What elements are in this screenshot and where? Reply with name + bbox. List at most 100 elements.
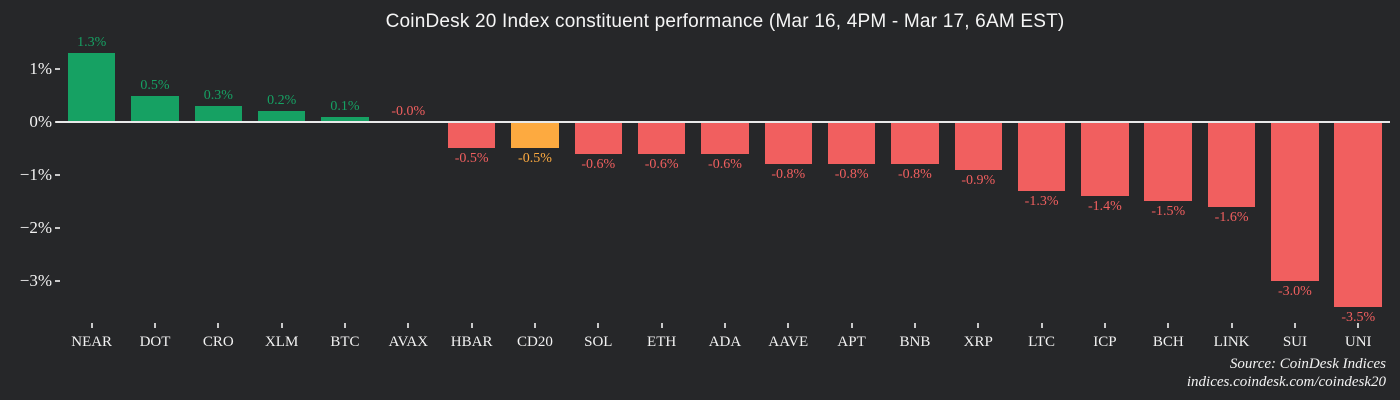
x-cell-apt: APT <box>820 323 883 351</box>
value-label-xlm: 0.2% <box>267 93 297 109</box>
value-label-aave: -0.8% <box>771 167 806 183</box>
x-tick-label-link: LINK <box>1213 334 1250 350</box>
x-cell-eth: ETH <box>630 323 693 351</box>
bar-slot-cd20: -0.5% <box>503 40 566 323</box>
y-tick-label: −1% <box>19 164 52 184</box>
plot-area: 1.3% 0.5% 0.3% 0.2% 0.1% -0.0% -0.5% -0.5% -0.6%… <box>56 35 1390 326</box>
x-cell-cro: CRO <box>187 323 250 351</box>
value-label-ada: -0.6% <box>708 156 742 172</box>
bar-slot-icp: -1.4% <box>1073 40 1136 323</box>
value-label-eth: -0.6% <box>644 156 679 172</box>
value-label-icp: -1.4% <box>1088 199 1122 215</box>
x-cell-ltc: LTC <box>1010 323 1073 351</box>
x-tick-mark <box>1167 323 1170 328</box>
bar-icp <box>1081 121 1129 197</box>
x-cell-link: LINK <box>1200 323 1263 351</box>
x-tick-mark <box>660 323 663 328</box>
value-label-apt: -0.8% <box>834 167 869 183</box>
bar-series: 1.3% 0.5% 0.3% 0.2% 0.1% -0.0% -0.5% -0.5% -0.6%… <box>60 35 1390 326</box>
x-tick-mark <box>913 323 916 328</box>
x-tick-mark <box>1293 323 1296 328</box>
y-tick-label: 1% <box>29 59 52 79</box>
bar-slot-bch: -1.5% <box>1137 40 1200 323</box>
bar-slot-eth: -0.6% <box>630 40 693 323</box>
bar-slot-sui: -3.0% <box>1263 40 1326 323</box>
x-tick-mark <box>1103 323 1106 328</box>
x-tick-mark <box>850 323 853 328</box>
x-cell-near: NEAR <box>60 323 123 351</box>
bar-slot-aave: -0.8% <box>757 40 820 323</box>
bar-slot-avax: -0.0% <box>377 40 440 323</box>
bar-slot-link: -1.6% <box>1200 40 1263 323</box>
x-cell-hbar: HBAR <box>440 323 503 351</box>
value-label-dot: 0.5% <box>140 77 170 93</box>
x-tick-label-cd20: CD20 <box>517 334 553 350</box>
value-label-avax: -0.0% <box>391 103 426 119</box>
bar-uni <box>1334 121 1382 308</box>
x-tick-label-hbar: HBAR <box>450 334 493 350</box>
x-cell-bnb: BNB <box>883 323 946 351</box>
x-tick-label-xrp: XRP <box>963 334 993 350</box>
bar-hbar <box>447 121 496 149</box>
y-tick-label: 0% <box>29 111 52 131</box>
bar-slot-btc: 0.1% <box>313 40 376 323</box>
bar-bnb <box>891 121 939 165</box>
bar-apt <box>827 121 876 165</box>
value-label-cro: 0.3% <box>203 88 233 104</box>
bar-xlm <box>257 111 306 122</box>
source-text: Source: CoinDesk Indices <box>1229 355 1386 372</box>
value-label-sol: -0.6% <box>581 156 616 172</box>
bar-aave <box>764 121 812 165</box>
bar-slot-xrp: -0.9% <box>947 40 1010 323</box>
x-tick-mark <box>153 323 156 328</box>
x-tick-mark <box>280 323 283 328</box>
bar-ada <box>701 121 749 154</box>
zero-baseline <box>56 120 1390 123</box>
value-label-cd20: -0.5% <box>518 151 552 167</box>
value-label-bch: -1.5% <box>1151 204 1186 220</box>
x-cell-sol: SOL <box>567 323 630 351</box>
chart-title: CoinDesk 20 Index constituent performanc… <box>385 11 1065 32</box>
x-cell-cd20: CD20 <box>503 323 566 351</box>
x-axis: NEAR DOT CRO XLM BTC AVAX HBAR CD20 SOL ETH ADA AAV… <box>60 323 1390 351</box>
value-label-near: 1.3% <box>77 35 107 51</box>
value-label-sui: -3.0% <box>1277 283 1312 299</box>
bar-slot-hbar: -0.5% <box>440 40 503 323</box>
bar-slot-near: 1.3% <box>60 35 123 323</box>
x-tick-label-sol: SOL <box>584 334 613 350</box>
x-tick-mark <box>1040 323 1043 328</box>
bar-slot-cro: 0.3% <box>187 40 250 323</box>
x-tick-label-near: NEAR <box>71 334 113 350</box>
value-label-xrp: -0.9% <box>961 172 996 188</box>
y-tick-3: −2% <box>20 218 60 238</box>
x-tick-label-aave: AAVE <box>768 334 809 350</box>
x-tick-mark <box>470 323 473 328</box>
bar-slot-xlm: 0.2% <box>250 40 313 323</box>
x-tick-label-apt: APT <box>837 334 866 350</box>
x-cell-bch: BCH <box>1137 323 1200 351</box>
y-tick-mark <box>55 173 60 176</box>
y-tick-mark <box>55 226 60 229</box>
x-tick-label-ada: ADA <box>708 334 742 350</box>
y-tick-mark <box>55 279 60 282</box>
y-tick-label: −2% <box>19 217 52 237</box>
x-tick-mark <box>977 323 980 328</box>
value-label-btc: 0.1% <box>330 98 360 114</box>
x-tick-mark <box>787 323 790 328</box>
value-label-link: -1.6% <box>1214 209 1249 225</box>
x-cell-btc: BTC <box>313 323 376 351</box>
x-tick-label-cro: CRO <box>202 334 234 350</box>
value-label-uni: -3.5% <box>1341 310 1376 326</box>
x-cell-uni: UNI <box>1327 323 1390 351</box>
x-tick-label-avax: AVAX <box>388 334 429 350</box>
bar-sol <box>574 121 623 154</box>
x-tick-mark <box>597 323 600 328</box>
y-axis: 1% 0% −1% −2% −3% <box>0 40 60 323</box>
x-tick-mark <box>1357 323 1360 328</box>
bar-xrp <box>954 121 1002 170</box>
x-cell-xlm: XLM <box>250 323 313 351</box>
y-tick-2: −1% <box>20 165 60 185</box>
x-tick-label-eth: ETH <box>647 334 677 350</box>
x-cell-icp: ICP <box>1073 323 1136 351</box>
